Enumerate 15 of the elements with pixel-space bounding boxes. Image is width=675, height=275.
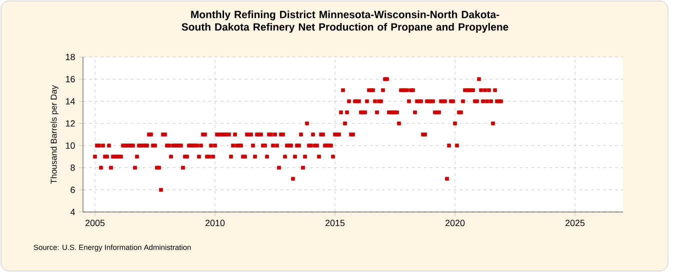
y-tick-label: 8 xyxy=(70,164,75,171)
y-tick-label: 12 xyxy=(66,120,75,127)
y-tick-label: 14 xyxy=(66,98,75,104)
y-tick-label: 10 xyxy=(66,142,75,149)
x-tick-label: 2010 xyxy=(205,220,225,226)
y-tick-label: 6 xyxy=(70,186,75,194)
x-tick-label: 2005 xyxy=(85,220,105,226)
x-tick-label: 2020 xyxy=(445,220,465,226)
chart-title: Monthly Refining District Minnesota-Wisconsin-North Dakota-South Dakota Refinery Net Production of Propane and Propylene xyxy=(182,10,508,33)
y-tick-label: 18 xyxy=(66,54,75,60)
y-tick-label: 4 xyxy=(70,208,75,216)
x-tick-label: 2025 xyxy=(565,220,585,226)
y-axis-title: Thousand Barrels per Day xyxy=(50,85,58,184)
y-tick-label: 16 xyxy=(66,76,75,82)
x-tick-label: 2015 xyxy=(325,220,345,226)
